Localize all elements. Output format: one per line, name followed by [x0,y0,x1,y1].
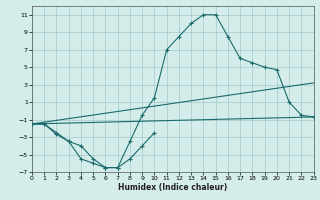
X-axis label: Humidex (Indice chaleur): Humidex (Indice chaleur) [118,183,228,192]
